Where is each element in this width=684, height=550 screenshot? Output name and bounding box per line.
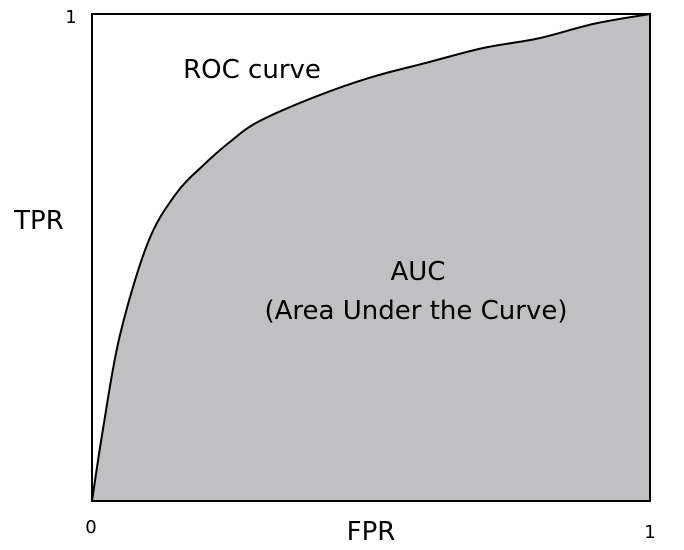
roc-curve-label: ROC curve bbox=[183, 55, 321, 85]
x-tick-label-0: 0 bbox=[85, 517, 96, 538]
y-tick-label-1: 1 bbox=[65, 7, 76, 28]
x-tick-label-1: 1 bbox=[644, 522, 655, 543]
auc-area bbox=[92, 14, 650, 501]
roc-curve-line bbox=[91, 13, 651, 502]
y-axis-label: TPR bbox=[13, 206, 64, 236]
plot-frame bbox=[91, 13, 651, 502]
auc-label: AUC bbox=[391, 257, 446, 287]
x-axis-label: FPR bbox=[347, 517, 396, 547]
auc-sublabel: (Area Under the Curve) bbox=[265, 296, 568, 326]
